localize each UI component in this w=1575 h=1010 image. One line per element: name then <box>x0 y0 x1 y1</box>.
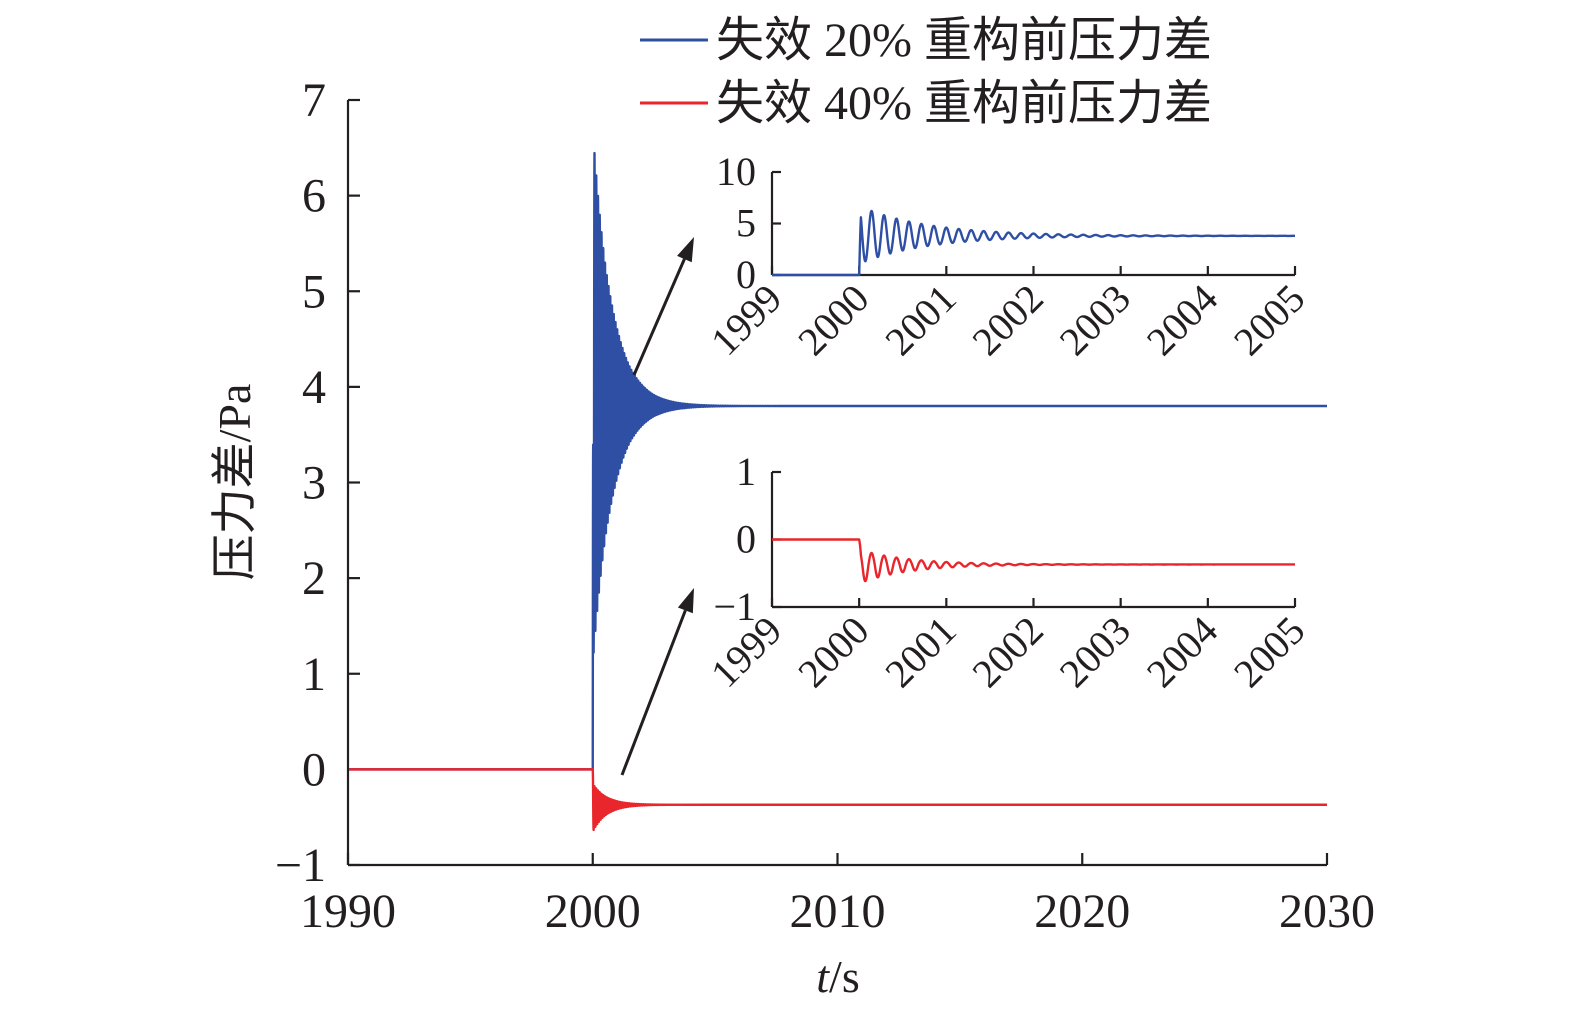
x-tick-label: 2020 <box>1034 885 1130 938</box>
inset-y-tick-label: −1 <box>713 584 756 629</box>
y-tick-label: 4 <box>302 361 326 414</box>
y-tick-label: 2 <box>302 552 326 605</box>
inset-y-tick-label: 10 <box>716 149 756 194</box>
x-axis-title-variable: t <box>816 951 830 1002</box>
inset-y-tick-label: 1 <box>736 449 756 494</box>
y-tick-label: −1 <box>275 839 326 892</box>
y-tick-label: 0 <box>302 743 326 796</box>
inset-y-tick-label: 0 <box>736 517 756 562</box>
arrow-to-inset-20-head <box>677 237 694 263</box>
inset-y-tick-label: 0 <box>736 252 756 297</box>
arrow-to-inset-40-head <box>677 588 694 614</box>
y-axis-title: 压力差/Pa <box>209 384 260 581</box>
inset-series-line <box>770 538 1297 583</box>
inset-x-tick-label: 2005 <box>1225 276 1313 364</box>
inset-x-tick-label: 2003 <box>1051 608 1139 696</box>
x-tick-label: 1990 <box>300 885 396 938</box>
y-tick-label: 5 <box>302 265 326 318</box>
inset-y-tick-label: 5 <box>736 201 756 246</box>
y-tick-label: 1 <box>302 648 326 701</box>
inset-series-line <box>770 209 1297 277</box>
main-plot: −1 0 1 2 3 4 5 6 7 1990 2000 2010 2020 2030 <box>275 74 1375 938</box>
arrow-to-inset-40-shaft <box>620 609 687 776</box>
inset-x-tick-label: 2000 <box>789 608 877 696</box>
x-axis-title: t/s <box>816 951 859 1002</box>
x-tick-label: 2010 <box>790 885 886 938</box>
inset-x-tick-label: 2001 <box>876 608 964 696</box>
legend-label: 失效 20% 重构前压力差 <box>716 14 1212 67</box>
inset-x-tick-label: 2003 <box>1051 276 1139 364</box>
x-tick-label: 2000 <box>545 885 641 938</box>
y-tick-label: 6 <box>302 170 326 223</box>
callout-arrows <box>620 237 694 776</box>
inset-x-tick-label: 2002 <box>963 608 1051 696</box>
inset-x-tick-label: 2005 <box>1225 608 1313 696</box>
inset-x-tick-label: 2004 <box>1138 276 1226 364</box>
y-tick-label: 7 <box>302 74 326 127</box>
x-tick-label: 2030 <box>1279 885 1375 938</box>
x-axis-title-unit: /s <box>829 951 860 1002</box>
legend-label: 失效 40% 重构前压力差 <box>716 77 1212 130</box>
inset-x-tick-label: 2001 <box>876 276 964 364</box>
inset-x-tick-label: 2004 <box>1138 608 1226 696</box>
y-tick-label: 3 <box>302 457 326 510</box>
arrow-to-inset-20-shaft <box>632 258 686 376</box>
inset-x-tick-label: 2002 <box>963 276 1051 364</box>
axis-titles: 压力差/Pa t/s <box>209 384 860 1002</box>
inset-x-tick-label: 1999 <box>702 276 790 364</box>
inset-x-tick-label: 2000 <box>789 276 877 364</box>
series-line-40-percent <box>349 768 1327 832</box>
